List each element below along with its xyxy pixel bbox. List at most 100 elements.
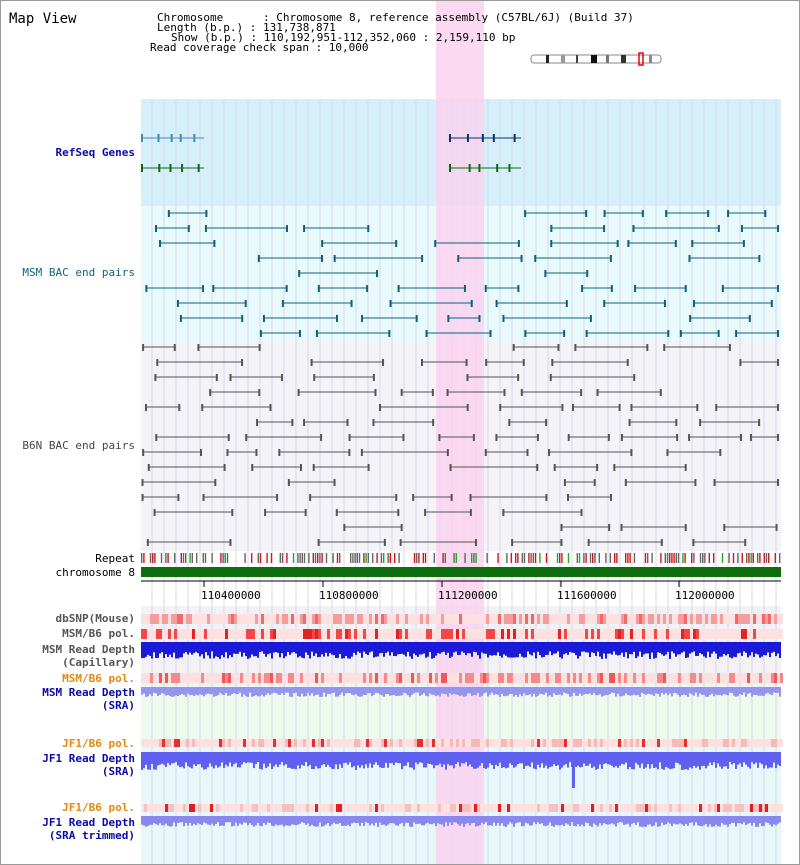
dbsnp-heat <box>228 614 231 624</box>
msm-depth-cap-bar <box>525 642 527 658</box>
msm-depth-cap-bar <box>237 642 239 654</box>
jf1-trim-bar <box>651 816 653 827</box>
jf1-pol-2-heat <box>168 804 171 812</box>
dbsnp-heat <box>297 614 300 624</box>
msm-depth-cap-bar <box>327 642 329 657</box>
msm-depth-sra-bar <box>777 687 779 693</box>
msm-depth-cap-bar <box>695 642 697 656</box>
msm-pol-heat <box>225 629 228 639</box>
msm-pol-2-heat <box>597 673 600 683</box>
jf1-trim-bar <box>409 816 411 827</box>
jf1-trim-bar <box>541 816 543 824</box>
jf1-trim-bar <box>455 816 457 823</box>
track-label-jf1-trim[interactable]: JF1 Read Depth <box>42 816 135 829</box>
track-label-repeat[interactable]: Repeat <box>95 552 135 565</box>
msm-bac-pair-end <box>335 315 338 322</box>
jf1-pol-2-heat <box>618 804 621 812</box>
jf1-trim-bar <box>349 816 351 827</box>
jf1-pol-heat <box>255 739 258 747</box>
track-label-jf1-pol[interactable]: JF1/B6 pol. <box>62 737 135 750</box>
track-label-msm-pol[interactable]: MSM/B6 pol. <box>62 627 135 640</box>
msm-depth-sra-bar <box>329 687 331 695</box>
track-label-msm-depth-cap[interactable]: MSM Read Depth <box>42 643 135 656</box>
msm-depth-cap-bar <box>405 642 407 657</box>
jf1-pol-2-heat <box>192 804 195 812</box>
msm-depth-sra-bar <box>483 687 485 694</box>
jf1-pol-2-heat <box>534 804 537 812</box>
dbsnp-heat <box>522 614 525 624</box>
track-label-jf1-depth[interactable]: JF1 Read Depth <box>42 752 135 765</box>
track-label-msm-pol-2[interactable]: MSM/B6 pol. <box>62 672 135 685</box>
msm-depth-sra-bar <box>425 687 427 696</box>
jf1-pol-2-heat <box>447 804 450 812</box>
msm-bac-pair-end <box>665 210 668 217</box>
refseq-exon <box>170 134 173 142</box>
msm-depth-sra-bar <box>605 687 607 695</box>
msm-bac-pair-end <box>202 285 205 292</box>
ideogram-band <box>561 55 565 63</box>
jf1-trim-bar <box>537 816 539 823</box>
dbsnp-heat <box>771 614 774 624</box>
track-label-msm-bac[interactable]: MSM BAC end pairs <box>22 266 135 279</box>
track-label-dbsnp[interactable]: dbSNP(Mouse) <box>55 612 135 625</box>
jf1-pol-heat <box>351 739 354 747</box>
jf1-pol-heat <box>186 739 189 747</box>
msm-depth-cap-bar <box>307 642 309 655</box>
jf1-depth-bar <box>151 752 153 764</box>
jf1-pol-heat <box>216 739 219 747</box>
track-label-b6n-bac[interactable]: B6N BAC end pairs <box>22 439 135 452</box>
jf1-trim-bar <box>693 816 695 826</box>
msm-depth-cap-bar <box>255 642 257 657</box>
jf1-depth-bar <box>255 752 257 764</box>
jf1-pol-2-heat <box>750 804 753 812</box>
track-label-msm-depth-sra[interactable]: MSM Read Depth <box>42 686 135 699</box>
repeat-mark <box>303 553 306 563</box>
msm-depth-sra-bar <box>257 687 259 697</box>
jf1-pol-2-heat <box>378 804 381 812</box>
jf1-trim-bar <box>759 816 761 824</box>
jf1-depth-bar <box>479 752 481 766</box>
jf1-pol-heat <box>492 739 495 747</box>
msm-depth-cap-bar <box>235 642 237 654</box>
b6n-bac-pair-end <box>777 404 779 411</box>
msm-pol-2-heat <box>516 673 519 683</box>
msm-pol-2-heat <box>540 673 543 683</box>
msm-depth-sra-bar <box>385 687 387 695</box>
jf1-depth-bar <box>681 752 683 770</box>
dbsnp-heat <box>678 614 681 624</box>
msm-depth-cap-bar <box>723 642 725 655</box>
jf1-pol-heat <box>480 739 483 747</box>
refseq-exon <box>158 164 161 172</box>
jf1-pol-2-heat <box>294 804 297 812</box>
msm-depth-cap-bar <box>443 642 445 652</box>
msm-bac-pair-end <box>212 285 215 292</box>
track-label-refseq[interactable]: RefSeq Genes <box>55 146 135 159</box>
msm-depth-sra-bar <box>745 687 747 697</box>
jf1-trim-bar <box>671 816 673 827</box>
msm-depth-cap-bar <box>495 642 497 656</box>
b6n-bac-pair-end <box>241 359 244 366</box>
jf1-trim-bar <box>605 816 607 825</box>
msm-bac-pair-end <box>707 210 710 217</box>
jf1-depth-bar <box>399 752 401 764</box>
msm-depth-sra-bar <box>675 687 677 694</box>
b6n-bac-pair-end <box>775 524 778 531</box>
msm-depth-cap-bar <box>727 642 729 655</box>
jf1-pol-heat <box>228 739 231 747</box>
msm-bac-pair-end <box>333 255 336 262</box>
msm-pol-heat <box>654 629 657 639</box>
jf1-depth-bar <box>659 752 661 763</box>
track-label-jf1-pol-2[interactable]: JF1/B6 pol. <box>62 801 135 814</box>
msm-pol-2-heat <box>633 673 636 683</box>
jf1-trim-bar <box>617 816 619 823</box>
jf1-trim-bar <box>451 816 453 825</box>
jf1-depth-bar <box>767 752 769 769</box>
msm-depth-sra-bar <box>417 687 419 693</box>
b6n-bac-pair-end <box>402 434 405 441</box>
msm-depth-cap-bar <box>275 642 277 653</box>
jf1-pol-heat <box>180 739 183 747</box>
dbsnp-heat <box>249 614 252 624</box>
msm-depth-sra-bar <box>705 687 707 697</box>
repeat-mark <box>721 553 724 563</box>
